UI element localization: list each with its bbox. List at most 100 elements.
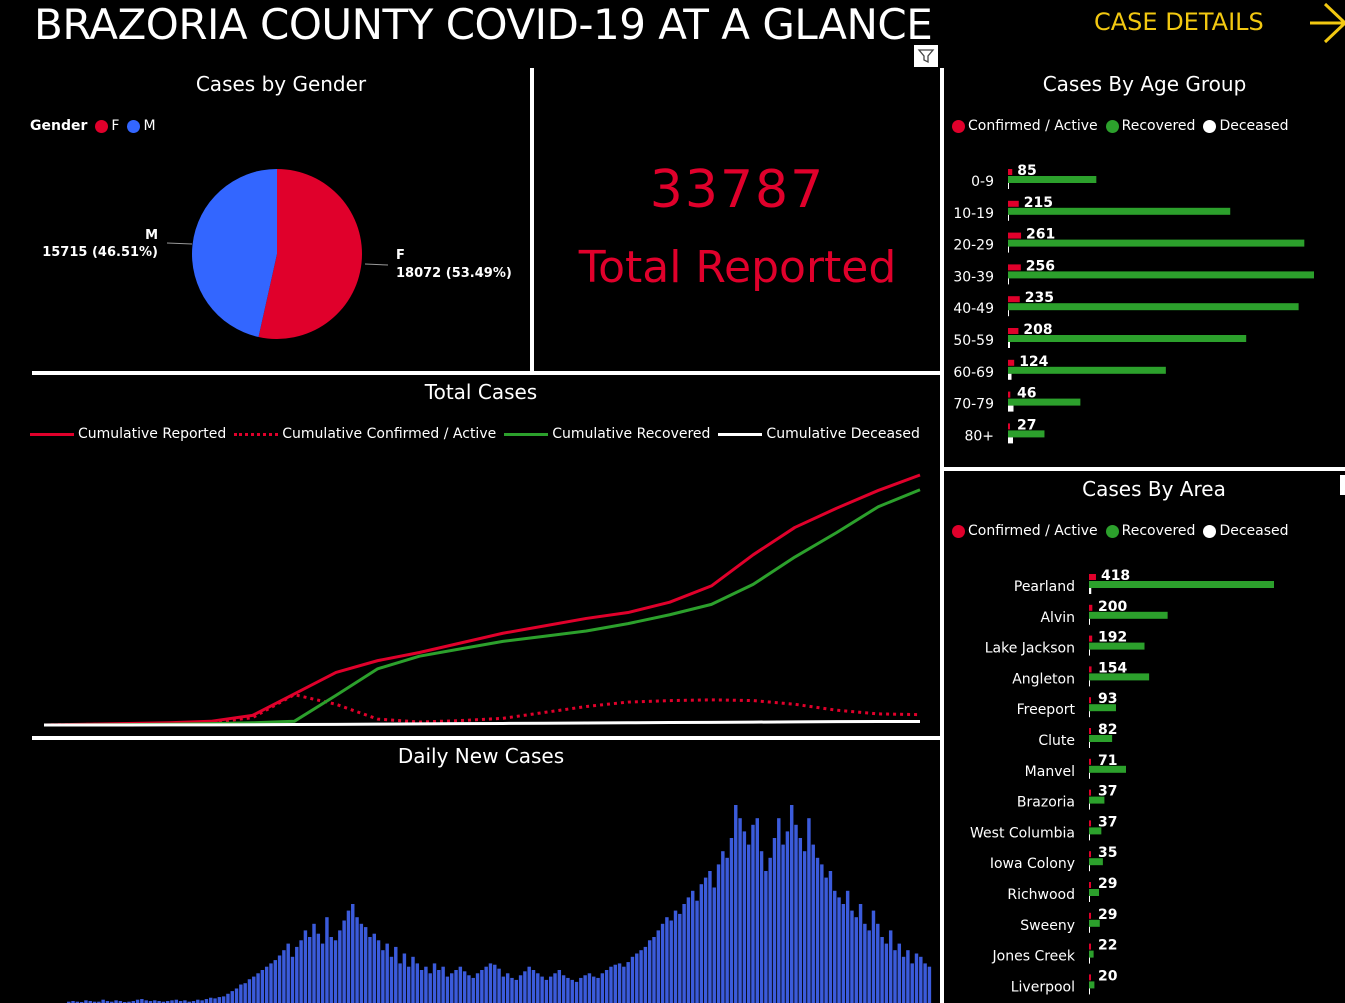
data-label: 85 <box>1017 163 1036 179</box>
daily-bar <box>880 937 884 1003</box>
confirmed-bar <box>1008 232 1022 239</box>
deceased-bar <box>1089 803 1090 810</box>
daily-bar <box>419 970 424 1003</box>
recovered-bar <box>1089 889 1100 896</box>
filter-icon[interactable] <box>914 45 938 67</box>
daily-bar <box>462 971 467 1003</box>
total-cases-line-chart <box>43 473 921 727</box>
daily-bar <box>355 917 359 1003</box>
daily-bar <box>351 904 355 1003</box>
daily-bar <box>772 838 777 1003</box>
pie-slice-f <box>258 169 363 339</box>
daily-bar <box>716 864 721 1003</box>
legend-label: Confirmed / Active <box>968 118 1098 134</box>
line-swatch-icon <box>718 432 763 436</box>
daily-bar <box>858 904 863 1003</box>
arrow-right-icon[interactable] <box>1305 0 1345 46</box>
daily-bar <box>660 923 665 1003</box>
legend-item-recovered[interactable]: Recovered <box>1105 523 1195 539</box>
gender-legend: Gender F M <box>30 118 164 134</box>
confirmed-bar <box>1008 391 1011 398</box>
recovered-bar <box>1008 176 1097 183</box>
legend-item-f[interactable]: F <box>95 118 119 134</box>
female-dot-icon <box>95 119 109 133</box>
daily-bar <box>157 1001 161 1003</box>
daily-bar <box>312 923 316 1003</box>
daily-bar <box>807 818 811 1003</box>
confirmed-bar <box>1089 912 1091 919</box>
category-label: Clute <box>1038 733 1075 749</box>
deceased-bar <box>1089 680 1090 687</box>
legend-item-cumulative-recovered[interactable]: Cumulative Recovered <box>504 426 710 442</box>
daily-bar <box>686 897 691 1003</box>
legend-item-confirmed[interactable]: Confirmed / Active <box>952 523 1098 539</box>
daily-bar <box>497 968 501 1003</box>
daily-bar <box>286 943 290 1003</box>
dotted-line-swatch-icon <box>234 432 279 436</box>
daily-bar <box>622 966 626 1003</box>
daily-bar <box>144 1000 148 1003</box>
confirmed-bar <box>1089 851 1091 858</box>
recovered-bar <box>1089 796 1105 804</box>
daily-bar <box>919 956 923 1003</box>
daily-bar <box>299 940 303 1003</box>
data-label: 235 <box>1025 290 1054 306</box>
confirmed-dot-icon <box>952 119 965 133</box>
daily-bar <box>557 970 562 1003</box>
daily-bar <box>398 963 402 1003</box>
daily-bar <box>897 943 902 1003</box>
daily-bar <box>320 943 325 1003</box>
daily-bar <box>488 963 493 1003</box>
category-label: Iowa Colony <box>990 856 1075 872</box>
daily-bar <box>527 966 531 1003</box>
recovered-bar <box>1008 271 1314 279</box>
daily-bar <box>630 956 635 1003</box>
case-details-button[interactable]: CASE DETAILS <box>1094 8 1264 36</box>
legend-item-deceased[interactable]: Deceased <box>1203 523 1289 539</box>
pie-label-f-letter: F <box>396 248 405 263</box>
category-label: Richwood <box>1007 887 1075 903</box>
legend-item-cumulative-reported[interactable]: Cumulative Reported <box>30 426 226 442</box>
recovered-bar <box>1089 581 1274 588</box>
daily-bar <box>84 1000 88 1003</box>
daily-bar <box>424 966 428 1003</box>
daily-bar <box>368 937 372 1003</box>
daily-bar <box>148 1001 153 1003</box>
recovered-dot-icon <box>1105 524 1119 538</box>
legend-item-recovered[interactable]: Recovered <box>1105 118 1195 134</box>
legend-label: Cumulative Confirmed / Active <box>282 426 497 442</box>
daily-bar <box>243 983 247 1003</box>
daily-bar <box>402 953 407 1003</box>
legend-item-cumulative-confirmed[interactable]: Cumulative Confirmed / Active <box>234 426 496 442</box>
legend-item-confirmed[interactable]: Confirmed / Active <box>952 118 1098 134</box>
deceased-bar <box>1008 183 1009 189</box>
daily-bar <box>833 890 837 1003</box>
confirmed-bar <box>1089 728 1091 734</box>
line-swatch-icon <box>504 432 549 436</box>
recovered-bar <box>1089 919 1100 927</box>
daily-bar <box>226 993 230 1003</box>
daily-bar <box>376 940 381 1003</box>
daily-bar <box>307 937 312 1003</box>
recovered-bar <box>1008 239 1305 247</box>
legend-item-m[interactable]: M <box>127 118 156 134</box>
legend-item-cumulative-deceased[interactable]: Cumulative Deceased <box>718 426 920 442</box>
daily-bar <box>183 1000 187 1003</box>
confirmed-bar <box>1089 666 1092 673</box>
daily-bar <box>884 943 889 1003</box>
daily-bar <box>71 1001 75 1003</box>
daily-bar <box>295 946 299 1003</box>
category-label: Alvin <box>1040 610 1075 626</box>
daily-bar <box>493 964 497 1003</box>
category-label: Liverpool <box>1011 979 1075 995</box>
daily-bar <box>161 1001 166 1003</box>
divider <box>940 68 944 1003</box>
category-label: Jones Creek <box>992 949 1076 965</box>
daily-bar <box>114 1000 118 1003</box>
legend-item-deceased[interactable]: Deceased <box>1203 118 1289 134</box>
daily-bar <box>200 1000 204 1003</box>
data-label: 215 <box>1024 195 1053 211</box>
data-label: 20 <box>1098 968 1118 984</box>
deceased-bar <box>1089 649 1090 656</box>
category-label: Pearland <box>1014 579 1075 595</box>
